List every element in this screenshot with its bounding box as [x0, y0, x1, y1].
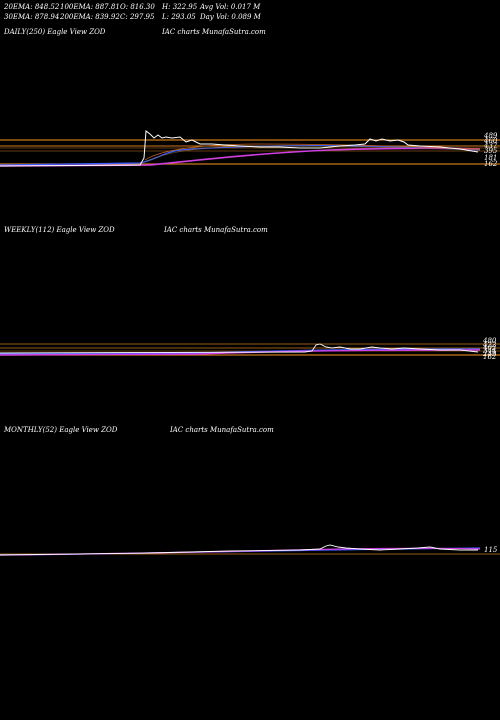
- weekly-chart: 480 422 402 344 249 162: [0, 337, 500, 360]
- weekly-price-label-162: 162: [483, 353, 497, 360]
- stat-open: O: 816.30: [120, 3, 155, 11]
- stat-day-vol: Day Vol: 0.089 M: [200, 13, 261, 21]
- daily-ema-brown: [144, 145, 481, 163]
- daily-price-label-437: 437: [483, 142, 498, 150]
- daily-panel-source: IAC charts MunafaSutra.com: [162, 28, 266, 36]
- weekly-price-label-422: 422: [482, 341, 497, 349]
- monthly-price-line: [0, 544, 478, 556]
- stat-close: C: 297.95: [120, 13, 155, 21]
- daily-price-label-395: 395: [484, 147, 498, 155]
- weekly-panel-title: WEEKLY(112) Eagle View ZOD: [4, 226, 115, 234]
- monthly-panel-title: MONTHLY(52) Eagle View ZOD: [4, 426, 118, 434]
- daily-price-label-489: 489: [483, 132, 498, 140]
- daily-price-label-181: 181: [484, 154, 497, 162]
- stat-20ema: 20EMA: 848.52: [4, 3, 60, 11]
- monthly-price-label-115: 115: [484, 546, 498, 554]
- daily-price-label-460: 460: [483, 137, 498, 145]
- weekly-price-label-480: 480: [482, 337, 497, 345]
- stat-30ema: 30EMA: 878.94: [4, 13, 60, 21]
- stat-avg-vol: Avg Vol: 0.017 M: [200, 3, 261, 11]
- stat-low: L: 293.05: [162, 13, 196, 21]
- weekly-panel-source: IAC charts MunafaSutra.com: [164, 226, 268, 234]
- daily-price-label-162: 162: [484, 160, 498, 168]
- daily-ema-orange: [144, 143, 481, 161]
- stat-100ema: 100EMA: 887.81: [60, 3, 120, 11]
- daily-price-line: [0, 130, 479, 167]
- stat-200ema: 200EMA: 839.92: [60, 13, 120, 21]
- weekly-price-label-249: 249: [482, 350, 497, 358]
- stat-high: H: 322.95: [162, 3, 198, 11]
- daily-chart: 489 460 437 395 181 162: [0, 130, 500, 168]
- weekly-price-line: [0, 343, 479, 354]
- daily-panel-title: DAILY(250) Eagle View ZOD: [4, 28, 106, 36]
- weekly-price-label-344: 344: [483, 347, 496, 355]
- monthly-chart: 115: [0, 544, 500, 556]
- monthly-panel-source: IAC charts MunafaSutra.com: [170, 426, 274, 434]
- weekly-price-label-402: 402: [482, 344, 497, 352]
